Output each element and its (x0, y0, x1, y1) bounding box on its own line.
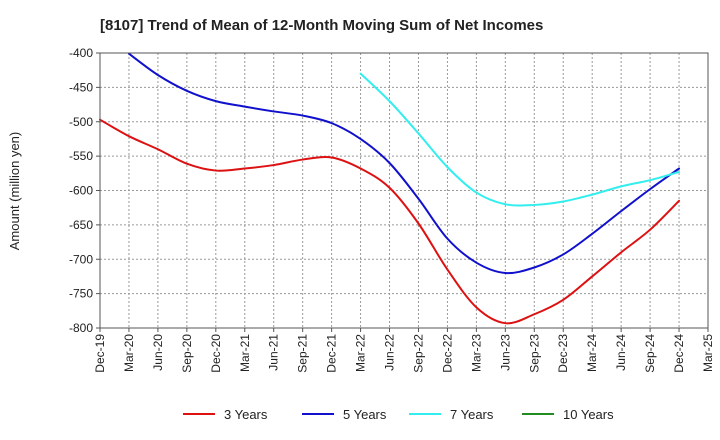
y-axis-label: Amount (million yen) (7, 132, 22, 251)
x-tick-label: Sep-21 (296, 334, 310, 373)
legend-label-5-years: 5 Years (343, 407, 387, 422)
x-tick-label: Mar-23 (469, 334, 483, 372)
x-tick-label: Sep-24 (643, 334, 657, 373)
chart-title: [8107] Trend of Mean of 12-Month Moving … (100, 17, 543, 34)
y-tick-label: -550 (69, 149, 93, 163)
x-tick-label: Mar-20 (122, 334, 136, 372)
series-line-5-years (127, 52, 681, 275)
legend: 3 Years 5 Years 7 Years 10 Years (183, 407, 614, 422)
x-tick-label: Jun-21 (267, 334, 281, 371)
x-tick-label: Dec-23 (556, 334, 570, 373)
y-tick-label: -650 (69, 218, 93, 232)
x-tick-label: Jun-20 (151, 334, 165, 371)
x-tick-label: Mar-22 (354, 334, 368, 372)
x-tick-label: Jun-23 (498, 334, 512, 371)
y-tick-label: -450 (69, 80, 93, 94)
x-tick-label: Sep-22 (411, 334, 425, 373)
y-tick-label: -400 (69, 46, 93, 60)
legend-label-3-years: 3 Years (224, 407, 268, 422)
x-tick-label: Mar-21 (238, 334, 252, 372)
x-tick-label: Sep-20 (180, 334, 194, 373)
x-tick-label: Dec-19 (93, 334, 107, 373)
y-tick-label: -500 (69, 115, 93, 129)
x-tick-label: Jun-22 (383, 334, 397, 371)
series-lines (99, 52, 681, 325)
x-tick-label: Sep-23 (527, 334, 541, 373)
x-tick-label: Dec-24 (672, 334, 686, 373)
x-tick-label: Dec-20 (209, 334, 223, 373)
x-tick-label: Dec-21 (325, 334, 339, 373)
legend-label-10-years: 10 Years (563, 407, 614, 422)
y-tick-label: -700 (69, 252, 93, 266)
y-tick-label: -800 (69, 321, 93, 335)
y-tick-label: -600 (69, 184, 93, 198)
x-tick-label: Mar-25 (701, 334, 715, 372)
axis-ticks: -400-450-500-550-600-650-700-750-800Dec-… (69, 46, 715, 373)
series-line-7-years (359, 72, 681, 207)
x-tick-label: Dec-22 (440, 334, 454, 373)
series-line-3-years (99, 118, 681, 325)
legend-label-7-years: 7 Years (450, 407, 494, 422)
x-tick-label: Jun-24 (614, 334, 628, 371)
x-tick-label: Mar-24 (585, 334, 599, 372)
y-tick-label: -750 (69, 287, 93, 301)
grid-lines (99, 52, 709, 329)
